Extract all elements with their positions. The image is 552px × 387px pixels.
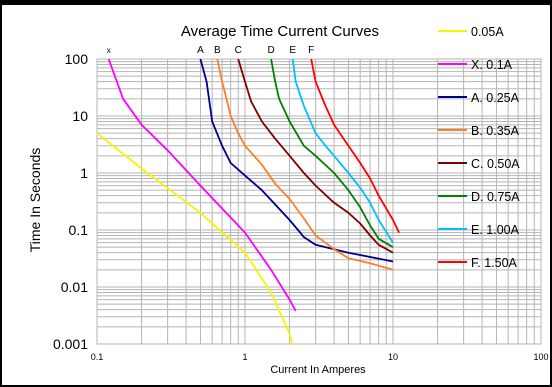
curve-label-5: D bbox=[267, 45, 274, 56]
x-tick-label-3: 100 bbox=[533, 352, 548, 362]
series-line-6 bbox=[291, 58, 394, 244]
y-tick-label-4: 10 bbox=[72, 108, 88, 124]
series-line-1 bbox=[107, 58, 297, 312]
x-tick-label-0: 0.1 bbox=[91, 352, 104, 362]
y-tick-label-5: 100 bbox=[65, 51, 89, 67]
y-tick-label-0: 0.001 bbox=[53, 336, 88, 352]
legend-label-0: 0.05A bbox=[471, 25, 504, 39]
series-line-4 bbox=[237, 58, 394, 254]
x-tick-labels: 0.1 1 10 100 bbox=[91, 352, 549, 362]
curve-label-1: x bbox=[107, 46, 111, 55]
series-layer bbox=[96, 58, 400, 345]
series-line-2 bbox=[199, 58, 394, 263]
x-tick-label-2: 10 bbox=[388, 352, 398, 362]
legend-label-5: D. 0.75A bbox=[471, 190, 520, 204]
curve-label-3: B bbox=[214, 45, 221, 56]
series-line-7 bbox=[310, 58, 400, 233]
curve-label-6: E bbox=[289, 45, 296, 56]
chart-title: Average Time Current Curves bbox=[181, 23, 379, 40]
x-tick-label-1: 1 bbox=[242, 352, 247, 362]
y-tick-label-2: 0.1 bbox=[69, 222, 89, 238]
legend-label-2: A. 0.25A bbox=[471, 91, 520, 105]
legend-label-1: X. 0.1A bbox=[471, 58, 513, 72]
curve-label-2: A bbox=[197, 45, 204, 56]
y-tick-label-1: 0.01 bbox=[61, 279, 88, 295]
legend-label-6: E. 1.00A bbox=[471, 223, 520, 237]
curve-label-7: F bbox=[308, 45, 314, 56]
y-tick-label-3: 1 bbox=[80, 165, 88, 181]
series-line-5 bbox=[270, 58, 394, 248]
y-axis-label: Time In Seconds bbox=[27, 148, 43, 253]
curve-label-4: C bbox=[235, 45, 242, 56]
y-tick-labels: 0.001 0.01 0.1 1 10 100 bbox=[53, 51, 88, 352]
series-line-0 bbox=[96, 132, 293, 345]
series-line-3 bbox=[216, 58, 394, 271]
x-axis-label: Current In Amperes bbox=[270, 364, 366, 376]
legend-label-7: F. 1.50A bbox=[471, 256, 518, 270]
legend-label-3: B. 0.35A bbox=[471, 124, 520, 138]
legend-label-4: C. 0.50A bbox=[471, 157, 520, 171]
top-cut-strip bbox=[0, 0, 552, 5]
legend: 0.05A X. 0.1A A. 0.25A B. 0.35A C. 0.50A D. 0… bbox=[438, 25, 520, 270]
